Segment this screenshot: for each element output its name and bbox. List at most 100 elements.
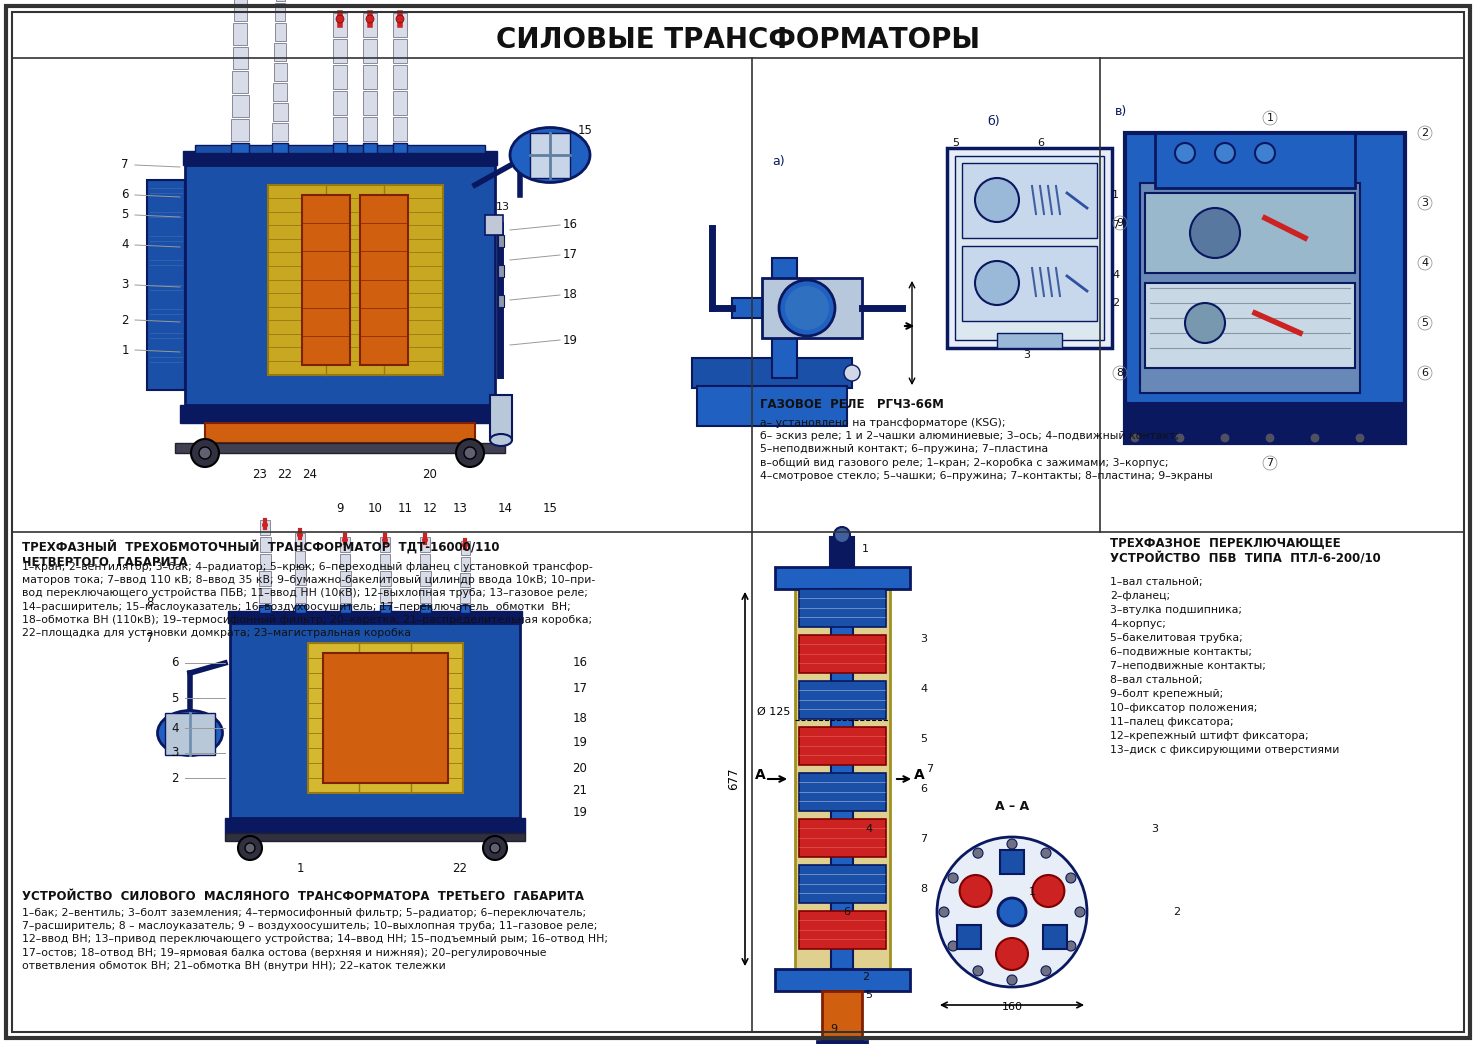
Circle shape (1007, 839, 1017, 849)
Text: 8: 8 (921, 884, 927, 894)
Circle shape (483, 836, 506, 860)
Text: 7: 7 (1111, 220, 1119, 230)
Bar (393, 91, 407, 115)
Text: 1–бак; 2–вентиль; 3–болт заземления; 4–термосифонный фильтр; 5–радиатор; 6–перек: 1–бак; 2–вентиль; 3–болт заземления; 4–т… (22, 908, 608, 971)
Bar (272, 143, 288, 153)
Bar (421, 606, 431, 613)
Bar (393, 13, 407, 37)
Circle shape (937, 837, 1086, 987)
Text: 17: 17 (562, 248, 577, 261)
Circle shape (998, 898, 1026, 926)
Circle shape (456, 438, 484, 467)
Circle shape (463, 447, 475, 459)
Bar (295, 569, 306, 585)
Text: Ø 125: Ø 125 (757, 707, 790, 717)
Text: 2: 2 (1421, 128, 1429, 138)
Bar (205, 423, 475, 443)
Text: 22: 22 (453, 861, 468, 875)
Circle shape (396, 15, 404, 23)
Bar (822, 991, 862, 1041)
Text: 6: 6 (121, 189, 128, 201)
Bar (799, 911, 886, 949)
Bar (1125, 133, 1405, 443)
Text: A: A (914, 768, 924, 782)
Text: 6: 6 (843, 907, 850, 917)
Bar (775, 969, 911, 991)
Bar (233, 47, 248, 69)
Circle shape (1255, 143, 1275, 163)
Bar (1145, 283, 1355, 367)
Circle shape (263, 522, 269, 528)
Bar (295, 587, 306, 603)
Text: 7: 7 (146, 632, 154, 644)
Circle shape (382, 537, 388, 543)
Bar (490, 395, 512, 440)
Text: а): а) (772, 155, 785, 168)
Text: 4: 4 (1111, 270, 1119, 280)
Text: 4: 4 (171, 721, 179, 735)
Text: 18: 18 (562, 288, 577, 302)
Bar (334, 39, 347, 63)
Bar (363, 39, 376, 63)
Text: 3: 3 (1421, 198, 1429, 208)
Text: 19: 19 (573, 736, 587, 750)
Bar (339, 606, 351, 613)
Text: а– установлено на трансформаторе (KSG);
б– эскиз реле; 1 и 2–чашки алюминиевые; : а– установлено на трансформаторе (KSG); … (760, 418, 1213, 481)
Bar (363, 117, 376, 141)
Text: 3: 3 (1151, 825, 1159, 834)
Text: 3: 3 (1023, 350, 1030, 360)
Text: 9: 9 (831, 1024, 837, 1034)
Circle shape (490, 843, 500, 853)
Bar (224, 833, 525, 841)
Bar (334, 13, 347, 37)
Bar (799, 865, 886, 903)
Bar (334, 117, 347, 141)
Text: б): б) (987, 115, 999, 128)
Bar (360, 195, 407, 365)
Ellipse shape (490, 434, 512, 446)
Text: 15: 15 (543, 501, 558, 515)
Text: 677: 677 (728, 767, 739, 790)
Bar (762, 278, 862, 338)
Bar (379, 571, 391, 586)
Bar (692, 358, 852, 388)
Bar (339, 537, 350, 552)
Text: 9: 9 (1116, 218, 1123, 228)
Text: в): в) (1114, 105, 1128, 118)
Text: 1: 1 (862, 544, 869, 554)
Bar (363, 91, 376, 115)
Bar (230, 623, 520, 818)
Circle shape (342, 537, 348, 543)
Text: 20: 20 (422, 469, 437, 481)
Bar (461, 557, 469, 571)
Text: 1: 1 (1029, 887, 1036, 897)
Bar (273, 84, 286, 101)
Text: 16: 16 (562, 218, 577, 232)
Text: 16: 16 (573, 657, 587, 669)
Ellipse shape (511, 127, 590, 183)
Circle shape (1215, 143, 1235, 163)
Bar (258, 606, 272, 613)
Circle shape (1355, 433, 1365, 443)
Text: 1: 1 (1111, 190, 1119, 200)
Bar (273, 103, 288, 121)
Text: 2: 2 (1111, 298, 1119, 308)
Circle shape (1190, 208, 1240, 258)
Bar (732, 298, 762, 318)
Bar (799, 773, 886, 811)
Text: 2: 2 (1173, 907, 1181, 917)
Text: 11: 11 (397, 501, 412, 515)
Text: 6: 6 (1421, 367, 1429, 378)
Bar (334, 65, 347, 89)
Bar (379, 606, 391, 613)
Bar (323, 652, 449, 783)
Bar (232, 95, 249, 117)
Bar (697, 386, 847, 426)
Bar (165, 713, 215, 755)
Bar (421, 554, 430, 569)
Circle shape (1175, 143, 1196, 163)
Circle shape (1131, 433, 1139, 443)
Bar (275, 43, 286, 61)
Text: 18: 18 (573, 712, 587, 725)
Bar (339, 588, 351, 603)
